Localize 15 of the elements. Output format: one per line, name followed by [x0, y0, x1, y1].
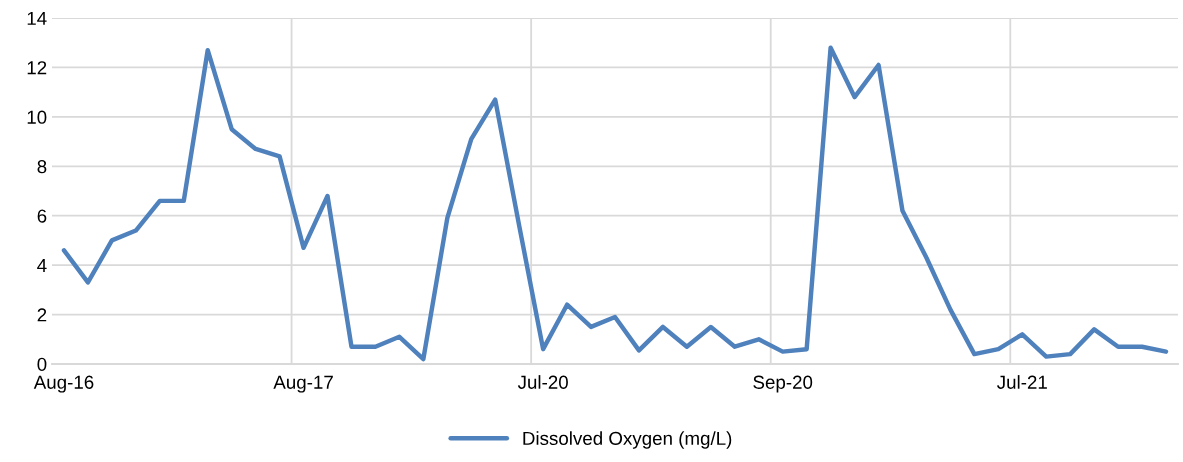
y-tick-label: 14: [27, 11, 47, 25]
x-tick-label: Jul-20: [517, 375, 568, 389]
y-tick-label: 0: [37, 357, 47, 371]
y-tick-label: 8: [37, 159, 47, 174]
x-tick-label: Aug-17: [273, 375, 333, 393]
y-tick-label: 6: [37, 209, 47, 223]
line-series: [61, 45, 1169, 362]
legend-label: Dissolved Oxygen (mg/L): [523, 431, 732, 449]
x-tick-label: Sep-20: [753, 375, 813, 393]
y-tick-label: 10: [27, 110, 47, 124]
y-tick-label: 2: [37, 308, 47, 322]
y-tick-label: 12: [27, 61, 47, 75]
y-tick-label: 4: [37, 259, 47, 272]
x-tick-label: Aug-16: [33, 375, 94, 393]
x-tick-label: Jul-21: [997, 375, 1047, 389]
